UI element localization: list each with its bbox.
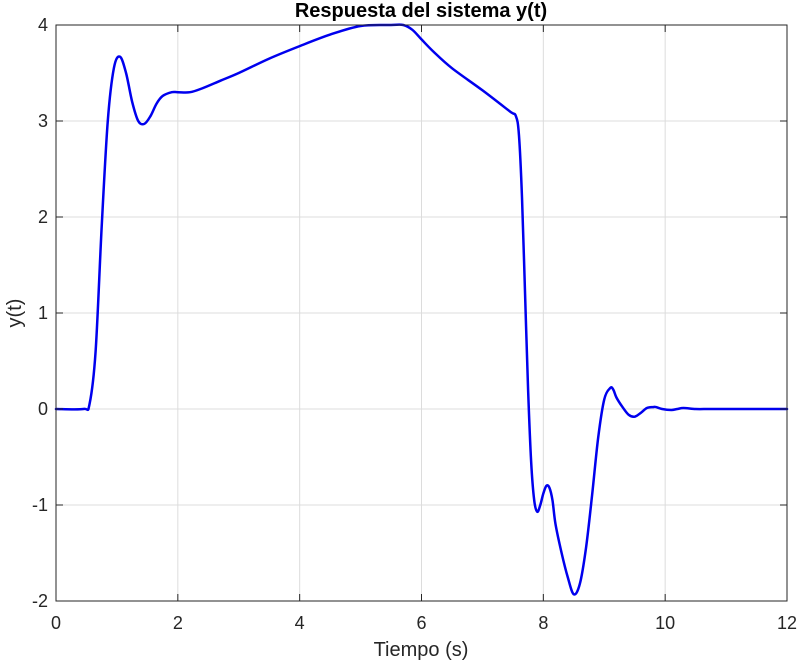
series-line (54, 23, 789, 596)
y-tick-label: 1 (38, 303, 48, 323)
y-tick-label: 0 (38, 399, 48, 419)
chart-title: Respuesta del sistema y(t) (295, 0, 547, 22)
x-tick-label: 0 (51, 613, 61, 633)
x-axis-ticks: 0 2 4 6 8 10 12 (51, 25, 797, 633)
x-tick-label: 6 (416, 613, 426, 633)
x-tick-label: 12 (777, 613, 797, 633)
y-tick-label: -2 (32, 591, 48, 611)
x-tick-label: 10 (655, 613, 675, 633)
series-layer (54, 23, 789, 596)
y-tick-label: 4 (38, 15, 48, 35)
y-axis-ticks: -2 -1 0 1 2 3 4 (32, 15, 787, 611)
y-axis-label: y(t) (4, 299, 26, 328)
x-tick-label: 8 (538, 613, 548, 633)
y-tick-label: 2 (38, 207, 48, 227)
x-tick-label: 2 (173, 613, 183, 633)
x-axis-label: Tiempo (s) (374, 639, 469, 661)
y-tick-label: 3 (38, 111, 48, 131)
y-tick-label: -1 (32, 495, 48, 515)
x-tick-label: 4 (295, 613, 305, 633)
